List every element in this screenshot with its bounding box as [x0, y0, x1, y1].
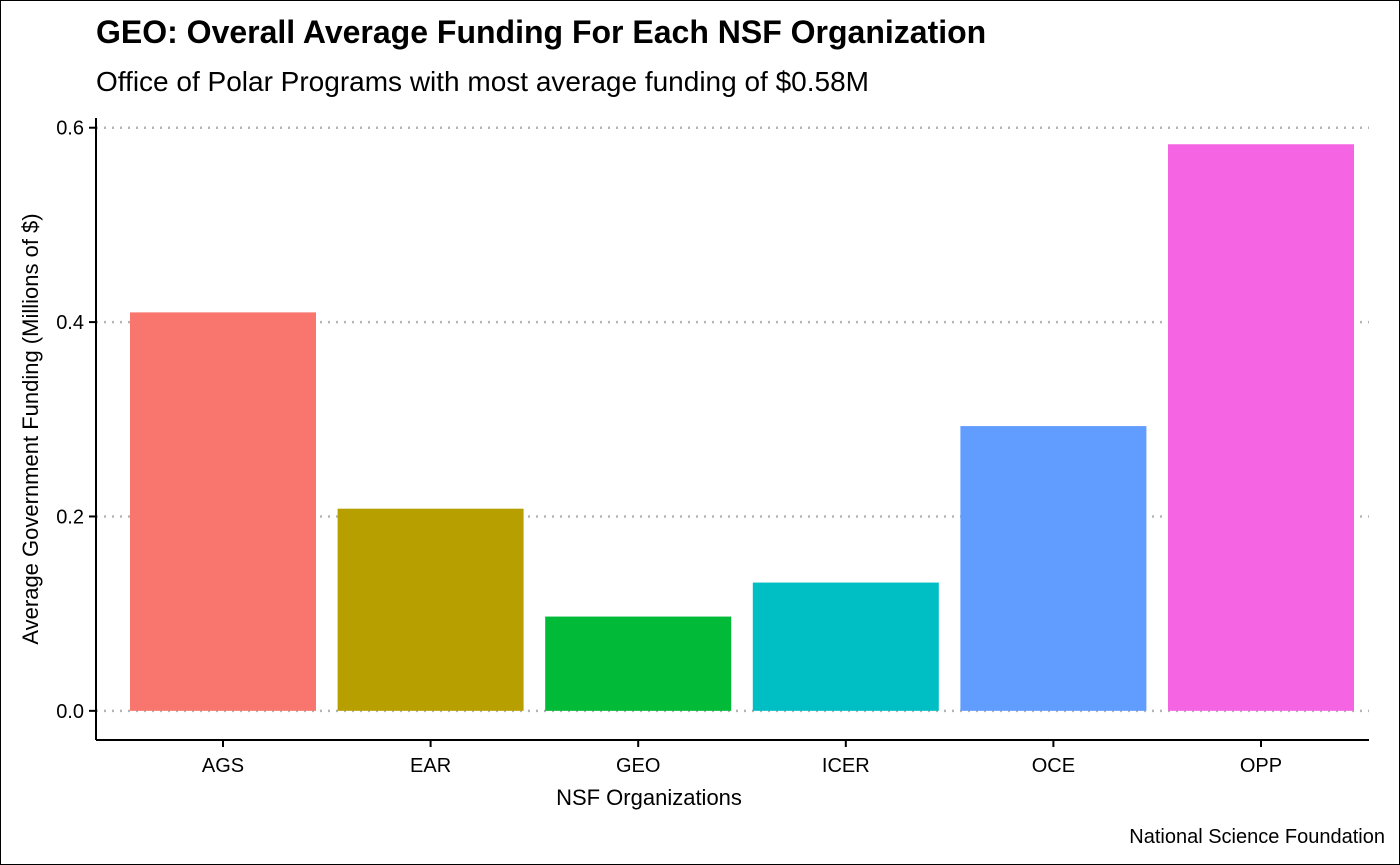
x-axis-ticks: AGS EAR GEO ICER OCE OPP: [202, 740, 1282, 777]
y-axis-title: Average Government Funding (Millions of …: [18, 213, 43, 644]
chart-caption: National Science Foundation: [1129, 826, 1385, 848]
y-axis-ticks: 0.0 0.2 0.4 0.6: [56, 118, 96, 723]
x-axis-title: NSF Organizations: [556, 785, 742, 810]
bar-geo: [545, 616, 732, 711]
bars: [130, 144, 1354, 711]
bar-ear: [337, 508, 524, 711]
y-tick-label: 0.2: [56, 506, 84, 528]
x-tick-label-icer: ICER: [822, 755, 870, 777]
bar-ags: [130, 312, 316, 711]
x-tick-label-ear: EAR: [410, 755, 451, 777]
bar-opp: [1168, 144, 1354, 711]
y-tick-label: 0.0: [56, 701, 84, 723]
bar-icer: [752, 582, 939, 711]
x-tick-label-geo: GEO: [616, 755, 660, 777]
bar-oce: [960, 426, 1147, 711]
x-tick-label-oce: OCE: [1032, 755, 1075, 777]
x-tick-label-opp: OPP: [1240, 755, 1282, 777]
y-tick-label: 0.4: [56, 312, 84, 334]
chart-title: GEO: Overall Average Funding For Each NS…: [96, 14, 986, 50]
chart-subtitle: Office of Polar Programs with most avera…: [96, 66, 869, 97]
x-tick-label-ags: AGS: [202, 755, 244, 777]
y-tick-label: 0.6: [56, 118, 84, 140]
